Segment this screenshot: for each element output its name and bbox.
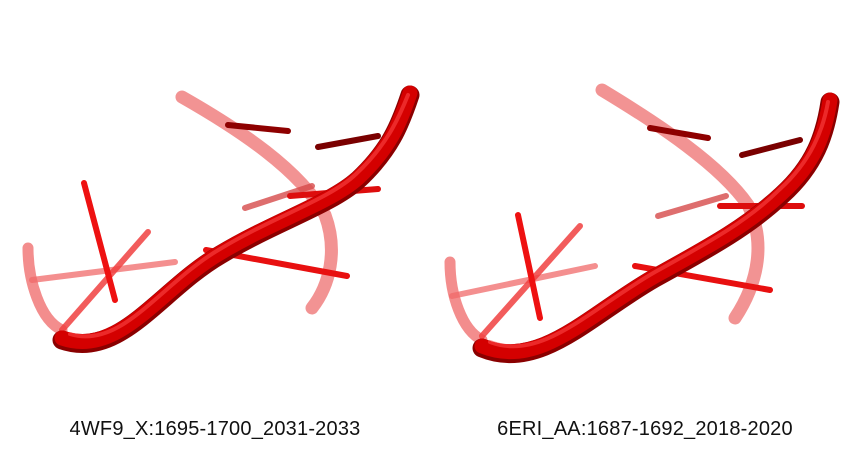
base-stick <box>242 183 315 211</box>
left-tail-strand <box>444 256 488 346</box>
base-stick <box>647 125 711 141</box>
base-stick <box>315 133 381 150</box>
backbone-shadow <box>472 92 840 364</box>
base-stick <box>81 180 118 303</box>
base-stick <box>225 122 291 134</box>
rna-structure-render-right <box>444 83 840 364</box>
base-stick <box>739 137 803 158</box>
rna-structure-render-left <box>22 85 420 353</box>
structure-caption-left: 4WF9_X:1695-1700_2031-2033 <box>69 418 361 440</box>
base-stick <box>449 263 598 299</box>
backbone-highlight <box>68 93 410 339</box>
base-stick <box>59 229 151 333</box>
base-stick <box>515 212 543 321</box>
structure-panel-left: 4WF9_X:1695-1700_2031-2033 <box>22 85 420 440</box>
backbone-tube <box>474 92 838 360</box>
backbone-highlight <box>488 100 830 349</box>
backbone-tube <box>54 85 418 349</box>
base-stick <box>29 259 178 283</box>
structure-panel-right: 6ERI_AA:1687-1692_2018-2020 <box>430 0 860 460</box>
base-stick <box>655 193 729 219</box>
left-tail-strand <box>22 242 68 336</box>
structure-caption-right: 6ERI_AA:1687-1692_2018-2020 <box>497 418 793 440</box>
